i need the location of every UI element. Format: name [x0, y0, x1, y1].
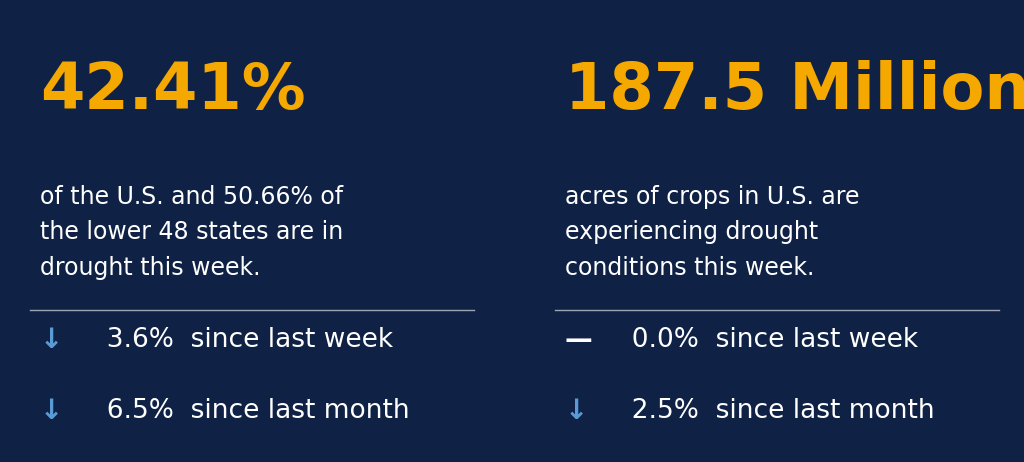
Text: acres of crops in U.S. are
experiencing drought
conditions this week.: acres of crops in U.S. are experiencing …	[565, 185, 859, 280]
Text: 2.5%  since last month: 2.5% since last month	[614, 398, 934, 424]
Text: ↓: ↓	[565, 397, 588, 425]
Text: of the U.S. and 50.66% of
the lower 48 states are in
drought this week.: of the U.S. and 50.66% of the lower 48 s…	[40, 185, 343, 280]
Text: 6.5%  since last month: 6.5% since last month	[90, 398, 410, 424]
Text: ↓: ↓	[40, 397, 63, 425]
Text: 187.5 Million: 187.5 Million	[565, 60, 1024, 122]
Text: 0.0%  since last week: 0.0% since last week	[614, 327, 918, 353]
Text: 3.6%  since last week: 3.6% since last week	[90, 327, 393, 353]
Text: 42.41%: 42.41%	[40, 60, 305, 122]
Text: —: —	[565, 326, 593, 353]
Text: ↓: ↓	[40, 326, 63, 353]
